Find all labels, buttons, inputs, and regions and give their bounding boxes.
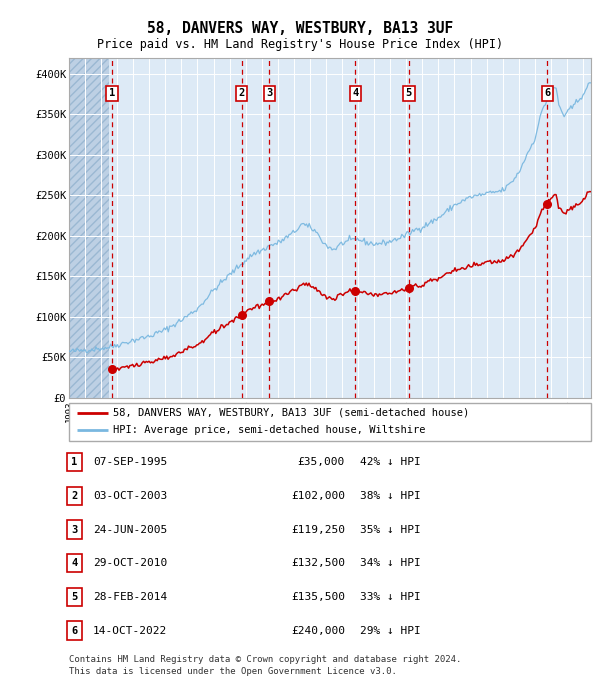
Text: £35,000: £35,000 [298,457,345,467]
Text: Price paid vs. HM Land Registry's House Price Index (HPI): Price paid vs. HM Land Registry's House … [97,38,503,52]
FancyBboxPatch shape [67,622,82,640]
Text: 2: 2 [71,491,77,501]
Text: 5: 5 [71,592,77,602]
Text: 2: 2 [239,88,245,99]
Text: 14-OCT-2022: 14-OCT-2022 [93,626,167,636]
Text: 07-SEP-1995: 07-SEP-1995 [93,457,167,467]
Text: £135,500: £135,500 [291,592,345,602]
Text: 24-JUN-2005: 24-JUN-2005 [93,524,167,534]
Text: 29-OCT-2010: 29-OCT-2010 [93,558,167,568]
Text: 35% ↓ HPI: 35% ↓ HPI [360,524,421,534]
Text: 33% ↓ HPI: 33% ↓ HPI [360,592,421,602]
FancyBboxPatch shape [67,588,82,606]
FancyBboxPatch shape [67,554,82,573]
Text: £240,000: £240,000 [291,626,345,636]
Text: 4: 4 [71,558,77,568]
Text: 28-FEB-2014: 28-FEB-2014 [93,592,167,602]
Text: 4: 4 [352,88,359,99]
Text: 6: 6 [71,626,77,636]
Text: 38% ↓ HPI: 38% ↓ HPI [360,491,421,501]
Text: £102,000: £102,000 [291,491,345,501]
FancyBboxPatch shape [67,520,82,539]
Text: Contains HM Land Registry data © Crown copyright and database right 2024.: Contains HM Land Registry data © Crown c… [69,655,461,664]
FancyBboxPatch shape [69,403,591,441]
Text: This data is licensed under the Open Government Licence v3.0.: This data is licensed under the Open Gov… [69,667,397,677]
Text: 1: 1 [71,457,77,467]
Bar [69,58,109,398]
Text: 1: 1 [109,88,115,99]
Text: 29% ↓ HPI: 29% ↓ HPI [360,626,421,636]
Text: 58, DANVERS WAY, WESTBURY, BA13 3UF (semi-detached house): 58, DANVERS WAY, WESTBURY, BA13 3UF (sem… [113,408,470,418]
Text: 6: 6 [544,88,550,99]
Text: 58, DANVERS WAY, WESTBURY, BA13 3UF: 58, DANVERS WAY, WESTBURY, BA13 3UF [147,21,453,36]
Text: 42% ↓ HPI: 42% ↓ HPI [360,457,421,467]
Text: 3: 3 [71,524,77,534]
FancyBboxPatch shape [67,453,82,471]
Text: 34% ↓ HPI: 34% ↓ HPI [360,558,421,568]
Text: 3: 3 [266,88,272,99]
Text: £119,250: £119,250 [291,524,345,534]
Text: £132,500: £132,500 [291,558,345,568]
Text: 5: 5 [406,88,412,99]
Text: 03-OCT-2003: 03-OCT-2003 [93,491,167,501]
FancyBboxPatch shape [67,487,82,505]
Text: HPI: Average price, semi-detached house, Wiltshire: HPI: Average price, semi-detached house,… [113,426,426,435]
